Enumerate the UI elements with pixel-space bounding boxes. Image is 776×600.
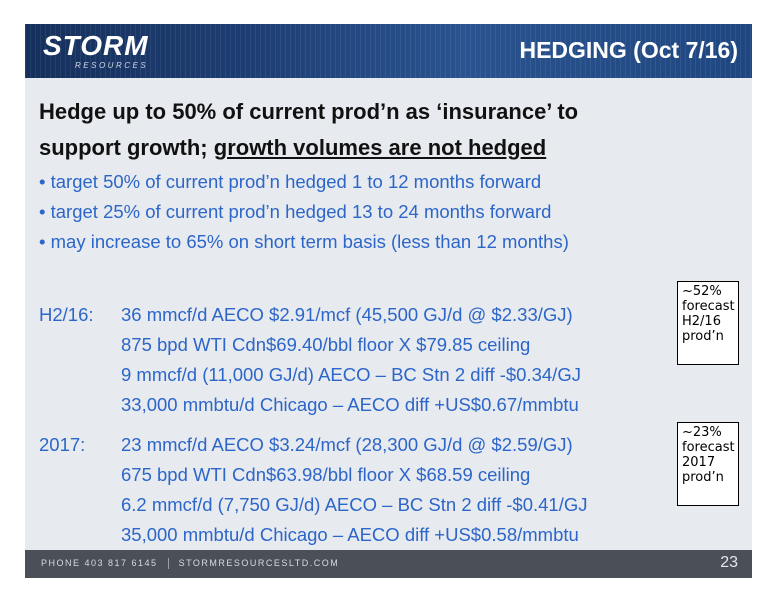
note-line: 2017 — [682, 455, 716, 470]
slide-title: HEDGING (Oct 7/16) — [519, 37, 738, 63]
hedge-lines: 23 mmcf/d AECO $3.24/mcf (28,300 GJ/d @ … — [121, 430, 587, 550]
hedge-line: 6.2 mmcf/d (7,750 GJ/d) AECO – BC Stn 2 … — [121, 494, 588, 515]
note-line: ~52% — [682, 284, 722, 299]
hedge-line: 35,000 mmbtu/d Chicago – AECO diff +US$0… — [121, 524, 579, 545]
note-line: ~23% — [682, 425, 722, 440]
hedge-line: 875 bpd WTI Cdn$69.40/bbl floor X $79.85… — [121, 334, 531, 355]
footer-contact: PHONE 403 817 6145 STORMRESOURCESLTD.COM — [41, 558, 340, 570]
heading-line-1: Hedge up to 50% of current prod’n as ‘in… — [39, 99, 579, 124]
note-line: H2/16 — [682, 314, 721, 329]
heading-underlined-text: growth volumes are not hedged — [213, 135, 547, 160]
footer-website: STORMRESOURCESLTD.COM — [178, 558, 340, 568]
footer-phone: PHONE 403 817 6145 — [41, 558, 158, 568]
hedge-line: 36 mmcf/d AECO $2.91/mcf (45,500 GJ/d @ … — [121, 304, 573, 325]
header-bar: STORM RESOURCES HEDGING (Oct 7/16) — [25, 24, 752, 78]
bullet-item: • target 50% of current prod’n hedged 1 … — [39, 171, 542, 192]
page-number: 23 — [720, 554, 738, 571]
logo-subtitle: RESOURCES — [75, 61, 149, 70]
hedge-period-label: 2017: — [39, 434, 86, 455]
note-line: forecast — [682, 440, 735, 455]
hedge-line: 23 mmcf/d AECO $3.24/mcf (28,300 GJ/d @ … — [121, 434, 573, 455]
callout-note-2017: ~23% forecast 2017 prod’n — [677, 422, 739, 506]
hedge-line: 9 mmcf/d (11,000 GJ/d) AECO – BC Stn 2 d… — [121, 364, 581, 385]
hedge-lines: 36 mmcf/d AECO $2.91/mcf (45,500 GJ/d @ … — [121, 300, 581, 420]
note-line: forecast — [682, 299, 735, 314]
bullet-item: • may increase to 65% on short term basi… — [39, 231, 569, 252]
footer-divider — [167, 558, 169, 570]
logo-wordmark: STORM — [43, 30, 149, 61]
note-line: prod’n — [682, 470, 724, 485]
hedge-period-label: H2/16: — [39, 304, 94, 325]
heading-line-2: support growth; growth volumes are not h… — [39, 130, 739, 166]
main-heading: Hedge up to 50% of current prod’n as ‘in… — [39, 94, 739, 166]
heading-line-2-plain: support growth; — [39, 135, 214, 160]
bullet-item: • target 25% of current prod’n hedged 13… — [39, 201, 552, 222]
policy-bullet-list: • target 50% of current prod’n hedged 1 … — [39, 167, 569, 257]
note-line: prod’n — [682, 329, 724, 344]
hedge-line: 33,000 mmbtu/d Chicago – AECO diff +US$0… — [121, 394, 579, 415]
callout-note-h2-2016: ~52% forecast H2/16 prod’n — [677, 281, 739, 365]
slide: STORM RESOURCES HEDGING (Oct 7/16) Hedge… — [25, 24, 752, 578]
hedge-line: 675 bpd WTI Cdn$63.98/bbl floor X $68.59… — [121, 464, 531, 485]
footer-bar: PHONE 403 817 6145 STORMRESOURCESLTD.COM … — [25, 550, 752, 578]
header-texture — [25, 24, 752, 78]
